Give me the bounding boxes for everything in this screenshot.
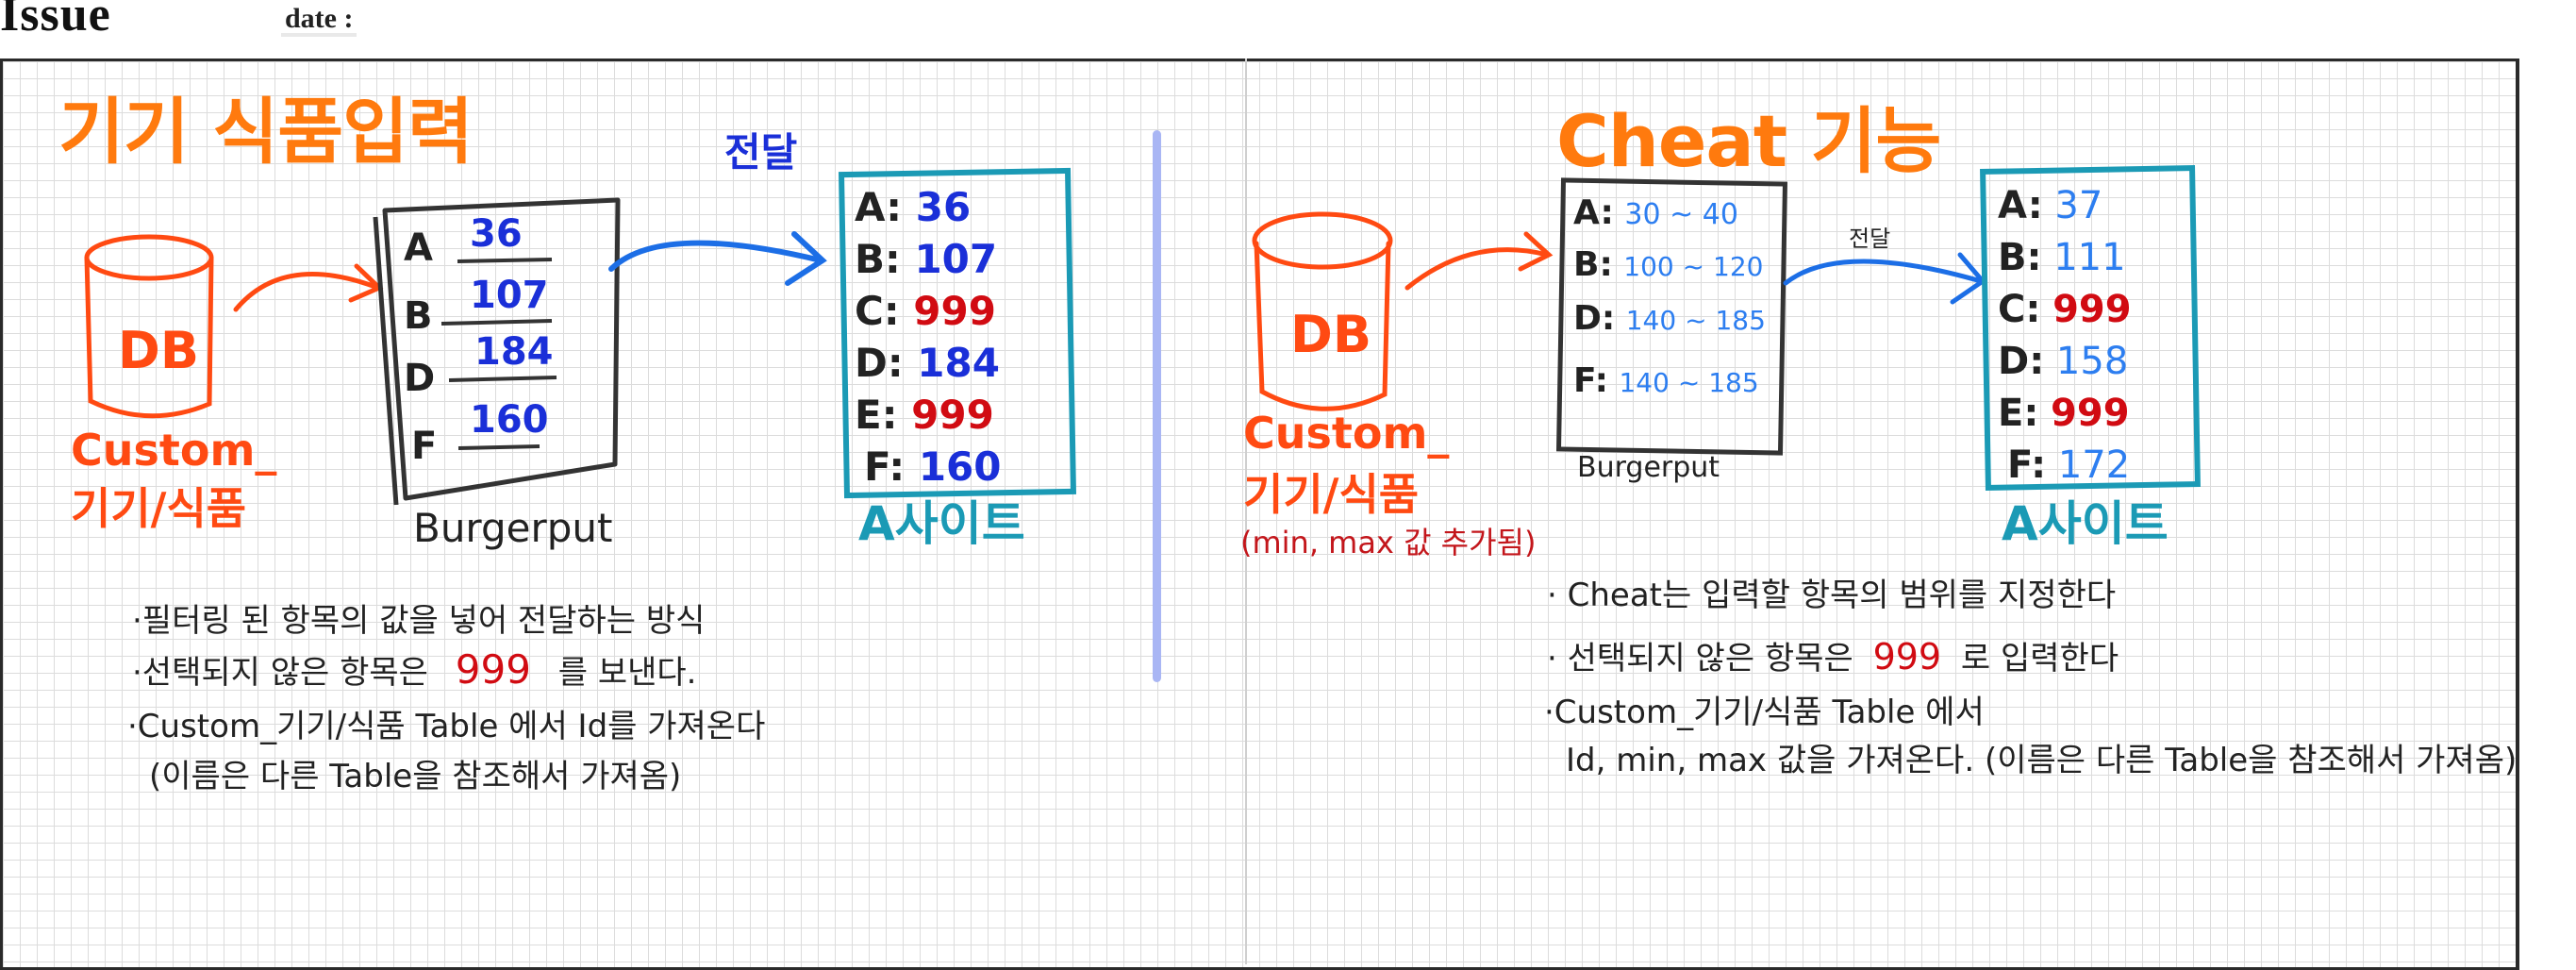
right-site-row: E: 999 — [1998, 392, 2130, 435]
left-burgerput-letter-d: D — [404, 357, 436, 400]
left-db-caption-line1: Custom_ — [71, 425, 277, 476]
right-db-label: DB — [1290, 305, 1371, 364]
right-db-cylinder — [1252, 211, 1393, 411]
left-note-line2: ·선택되지 않은 항목은 999 를 보낸다. — [132, 646, 697, 693]
left-db-caption-line2: 기기/식품 — [71, 483, 247, 534]
right-arrow-db-to-burgerput — [1404, 231, 1554, 291]
right-site-row: B: 111 — [1998, 236, 2126, 279]
right-note-line2: · 선택되지 않은 항목은 999 로 입력한다 — [1547, 636, 2119, 677]
left-section-title: 기기 식품입력 — [58, 90, 474, 174]
right-site-row: C: 999 — [1998, 288, 2132, 331]
left-arrow-burgerput-to-site — [608, 231, 827, 286]
left-burgerput-value-a: 36 — [470, 212, 523, 256]
right-note-line4: Id, min, max 값을 가져온다. (이름은 다른 Table을 참조해… — [1566, 742, 2518, 779]
right-arrow-burgerput-to-site — [1783, 252, 1986, 305]
page-center-line — [1245, 59, 1247, 964]
left-burgerput-letter-a: A — [404, 226, 433, 270]
left-site-row: C: 999 — [855, 288, 996, 334]
left-burgerput-letter-f: F — [411, 425, 438, 468]
left-burgerput-value-b: 107 — [470, 274, 549, 317]
right-burgerput-row: A: 30 ~ 40 — [1573, 193, 1738, 232]
right-burgerput-box — [1555, 177, 1788, 456]
left-burgerput-label: Burgerput — [413, 505, 613, 551]
right-section-title: Cheat 기능 — [1556, 99, 1941, 183]
right-note-line1: · Cheat는 입력할 항목의 범위를 지정한다 — [1547, 577, 2117, 614]
right-site-row: A: 37 — [1998, 184, 2103, 227]
date-label: date : — [280, 3, 357, 37]
grid-board — [0, 59, 2519, 970]
right-burgerput-row: B: 100 ~ 120 — [1573, 245, 1764, 284]
left-transfer-label: 전달 — [724, 129, 798, 176]
right-site-box — [1980, 165, 2201, 491]
left-note-line1: ·필터링 된 항목의 값을 넣어 전달하는 방식 — [132, 602, 706, 640]
right-transfer-label: 전달 — [1849, 226, 1891, 252]
left-site-row: E: 999 — [855, 392, 994, 438]
left-burgerput-value-lines — [440, 258, 557, 450]
left-arrow-db-to-burgerput — [233, 263, 384, 312]
right-site-row: F: 172 — [2007, 443, 2131, 487]
left-site-row: B: 107 — [855, 236, 998, 282]
left-site-row: F: 160 — [864, 443, 1002, 490]
left-burgerput-document — [373, 197, 621, 506]
left-burgerput-value-d: 184 — [474, 330, 554, 374]
left-site-label: A사이트 — [858, 496, 1025, 551]
left-db-label: DB — [118, 321, 199, 380]
right-burgerput-label: Burgerput — [1577, 451, 1720, 484]
right-burgerput-row: D: 140 ~ 185 — [1573, 299, 1766, 338]
section-divider — [1153, 130, 1161, 682]
left-db-cylinder — [84, 234, 214, 419]
page-title: Issue — [0, 0, 111, 42]
right-note-line3: ·Custom_기기/식품 Table 에서 — [1544, 694, 1985, 731]
diagram-shapes — [84, 165, 2201, 506]
right-burgerput-row: F: 140 ~ 185 — [1573, 361, 1759, 400]
left-site-box — [838, 167, 1077, 499]
right-site-label: A사이트 — [2002, 496, 2169, 551]
right-db-caption-line3: (min, max 값 추가됨) — [1240, 525, 1537, 560]
left-site-row: D: 184 — [855, 340, 1000, 386]
left-site-row: A: 36 — [855, 184, 972, 230]
right-db-caption-line1: Custom_ — [1243, 408, 1450, 459]
left-note-line3: ·Custom_기기/식품 Table 에서 Id를 가져온다 — [127, 708, 766, 745]
left-burgerput-value-f: 160 — [470, 398, 549, 442]
right-db-caption-line2: 기기/식품 — [1243, 469, 1420, 520]
right-site-row: D: 158 — [1998, 340, 2129, 383]
left-note-line4: (이름은 다른 Table을 참조해서 가져옴) — [149, 758, 682, 795]
left-burgerput-letter-b: B — [404, 294, 433, 338]
